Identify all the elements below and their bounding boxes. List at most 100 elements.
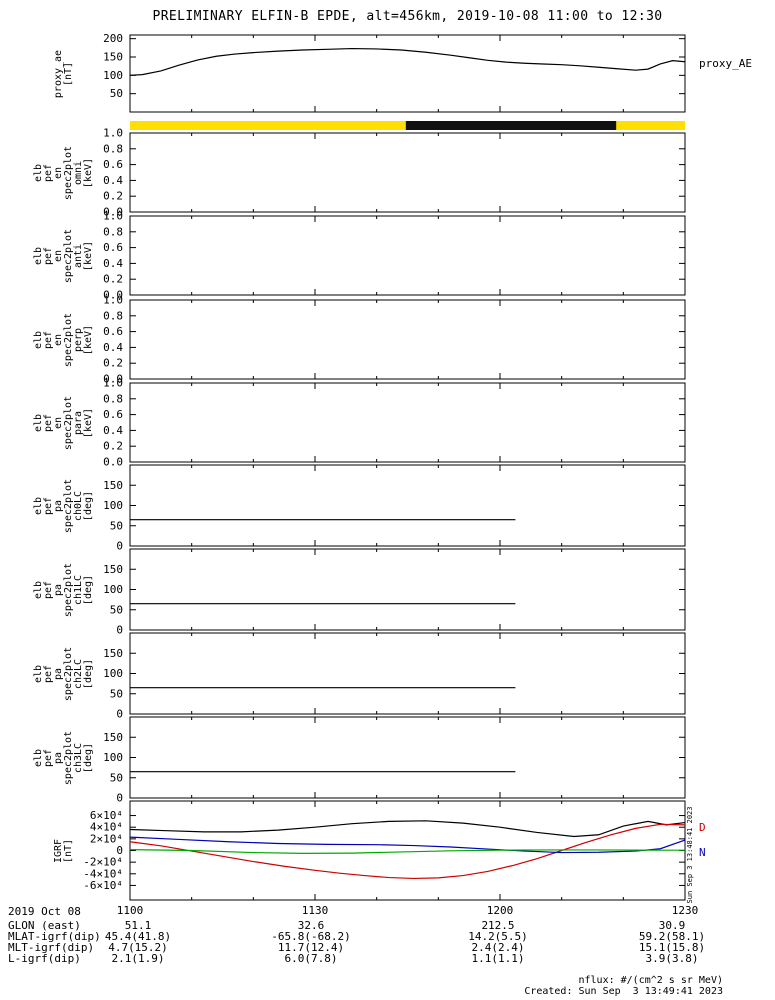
y-tick-label: 100 [103, 69, 123, 82]
footer-value: 30.9 [658, 919, 686, 932]
panel-proxy_ae: 50 100 150 200 [103, 32, 686, 113]
axis-box [129, 132, 686, 213]
panel-elb_pef_pa_spec2plot_ch3LC: 0 50 100 150 [103, 716, 686, 805]
panel-elb_pef_en_spec2plot_omni: 0.0 0.2 0.4 0.6 0.8 1.0 [103, 127, 686, 219]
y-tick-label: 0.8 [103, 142, 123, 155]
footer-value: 45.4(41.8) [104, 930, 172, 943]
series-label-D: D [699, 821, 706, 834]
created-note: Created: Sun Sep 3 13:49:41 2023 [524, 986, 723, 997]
time-tick-label: 1230 [672, 904, 699, 917]
footer-row-label: MLAT-igrf(dip) [8, 930, 101, 943]
y-tick-label: 0.6 [103, 408, 123, 421]
flux-units-note: nflux: #/(cm^2 s sr MeV) [578, 975, 724, 986]
y-tick-label: 0.8 [103, 225, 123, 238]
plot-timestamp-side: Sun Sep 3 13:48:41 2023 [686, 806, 694, 904]
y-tick-label: 0.0 [103, 373, 123, 386]
y-tick-label: 1.0 [103, 127, 123, 140]
y-tick-label: 0.0 [103, 206, 123, 219]
y-tick-label: 0.4 [103, 424, 123, 437]
y-tick-label: 0.0 [103, 456, 123, 469]
y-tick-label: 0.4 [103, 257, 123, 270]
y-tick-label: 0 [116, 624, 123, 637]
y-tick-label: 0.0 [103, 289, 123, 302]
time-tick-label: 1130 [302, 904, 329, 917]
y-tick-label: 50 [110, 519, 123, 532]
y-tick-label: 2×10⁴ [90, 832, 123, 845]
footer-value: -65.8(-68.2) [271, 930, 351, 943]
y-tick-label: 0.8 [103, 392, 123, 405]
axis-box [129, 716, 686, 799]
y-tick-label: 0.6 [103, 325, 123, 338]
y-tick-label: 150 [103, 563, 123, 576]
y-tick-label: 4×10⁴ [90, 821, 123, 834]
panel-sunlight_bar [130, 121, 685, 130]
y-tick-label: 150 [103, 731, 123, 744]
series-igrf_total [129, 820, 686, 838]
y-tick-label: 100 [103, 583, 123, 596]
y-tick-label: 0.4 [103, 174, 123, 187]
y-tick-label: 0.4 [103, 341, 123, 354]
y-tick-label: 150 [103, 51, 123, 64]
footer-row-label: MLT-igrf(dip) [8, 941, 95, 954]
y-tick-label: -6×10⁴ [83, 879, 123, 892]
y-tick-label: 0.2 [103, 273, 123, 286]
panel-elb_pef_pa_spec2plot_ch1LC: 0 50 100 150 [103, 548, 686, 637]
series-igrf_D [129, 823, 686, 880]
footer-row-label: L-igrf(dip) [8, 952, 81, 965]
y-tick-label: 0.2 [103, 357, 123, 370]
axis-box [129, 299, 686, 380]
footer-value: 15.1(15.8) [638, 941, 706, 954]
axis-box [129, 382, 686, 463]
series-igrf_E [129, 849, 685, 855]
y-tick-label: 6×10⁴ [90, 809, 123, 822]
panel-elb_pef_en_spec2plot_perp: 0.0 0.2 0.4 0.6 0.8 1.0 [103, 294, 686, 386]
y-tick-label: 0.8 [103, 309, 123, 322]
footer-value: 4.7(15.2) [108, 941, 168, 954]
y-tick-label: 1.0 [103, 210, 123, 223]
y-tick-label: 200 [103, 32, 123, 45]
y-tick-label: -4×10⁴ [83, 867, 123, 880]
y-tick-label: 100 [103, 667, 123, 680]
y-axis-title-line: [deg] [83, 742, 94, 773]
y-tick-label: -2×10⁴ [83, 856, 123, 869]
y-axis-title-line: [nT] [63, 838, 74, 863]
y-tick-label: 0 [116, 540, 123, 553]
plot-title: PRELIMINARY ELFIN-B EPDE, alt=456km, 201… [152, 9, 663, 24]
axis-box [129, 215, 686, 296]
y-tick-label: 100 [103, 751, 123, 764]
footer-date-label: 2019 Oct 08 [8, 905, 81, 918]
series-label-N: N [699, 846, 706, 859]
y-tick-label: 0.6 [103, 241, 123, 254]
footer-value: 212.5 [481, 919, 515, 932]
y-tick-label: 0.2 [103, 440, 123, 453]
axis-box [129, 548, 686, 631]
y-tick-label: 100 [103, 499, 123, 512]
time-tick-label: 1100 [117, 904, 144, 917]
axis-box [129, 632, 686, 715]
y-tick-label: 0 [116, 792, 123, 805]
y-tick-label: 0 [116, 844, 123, 857]
footer-value: 2.4(2.4) [471, 941, 525, 954]
axis-box [129, 464, 686, 547]
footer-value: 6.0(7.8) [284, 952, 338, 965]
panel-elb_pef_en_spec2plot_anti: 0.0 0.2 0.4 0.6 0.8 1.0 [103, 210, 686, 302]
footer-value: 11.7(12.4) [277, 941, 345, 954]
footer-value: 59.2(58.1) [638, 930, 706, 943]
footer-value: 14.2(5.5) [468, 930, 528, 943]
axis-box [129, 34, 686, 113]
y-tick-label: 50 [110, 687, 123, 700]
footer-row-label: GLON (east) [8, 919, 81, 932]
footer-value: 2.1(1.9) [111, 952, 165, 965]
y-tick-label: 0.2 [103, 190, 123, 203]
y-tick-label: 0 [116, 708, 123, 721]
y-tick-label: 150 [103, 647, 123, 660]
panel-elb_pef_pa_spec2plot_ch2LC: 0 50 100 150 [103, 632, 686, 721]
y-axis-title-igrf: IGRF [nT] [53, 776, 74, 925]
series-igrf_N [129, 836, 686, 854]
footer-value: 1.1(1.1) [471, 952, 525, 965]
y-tick-label: 0.6 [103, 158, 123, 171]
y-tick-label: 150 [103, 479, 123, 492]
